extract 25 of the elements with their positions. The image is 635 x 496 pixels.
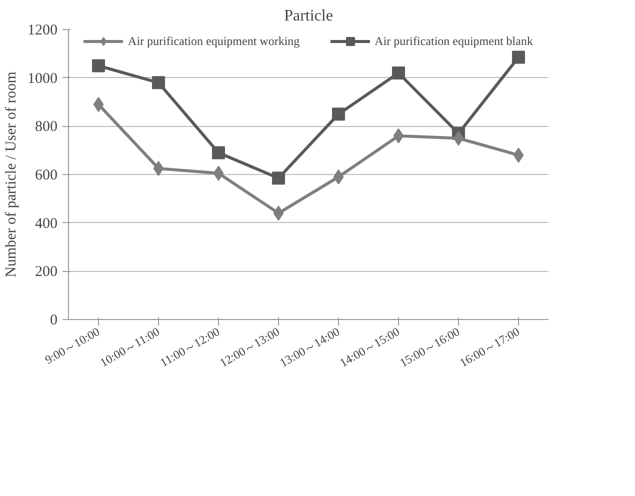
y-tick-label: 600 [35, 168, 58, 184]
y-tick-label: 1000 [28, 70, 58, 87]
y-tick-label: 800 [35, 119, 58, 136]
point [213, 166, 224, 181]
legend-label: Air purification equipment blank [374, 34, 533, 48]
point [513, 148, 524, 163]
point [92, 59, 105, 72]
point [392, 66, 405, 80]
point [453, 130, 464, 146]
point [93, 96, 104, 112]
legend-label: Air purification equipment working [128, 34, 300, 48]
point [393, 128, 404, 144]
point [512, 50, 525, 64]
point [212, 146, 225, 160]
point [333, 169, 344, 184]
y-tick-label: 200 [35, 264, 58, 280]
point [153, 160, 164, 176]
point [273, 206, 284, 221]
point [152, 76, 165, 90]
y-tick-label: 1200 [28, 22, 58, 38]
y-tick-label: 400 [35, 216, 58, 232]
chart-title: Particle [284, 8, 333, 24]
point [272, 172, 285, 185]
point [332, 108, 345, 121]
y-axis-title: Number of particle / User of room [4, 71, 20, 278]
